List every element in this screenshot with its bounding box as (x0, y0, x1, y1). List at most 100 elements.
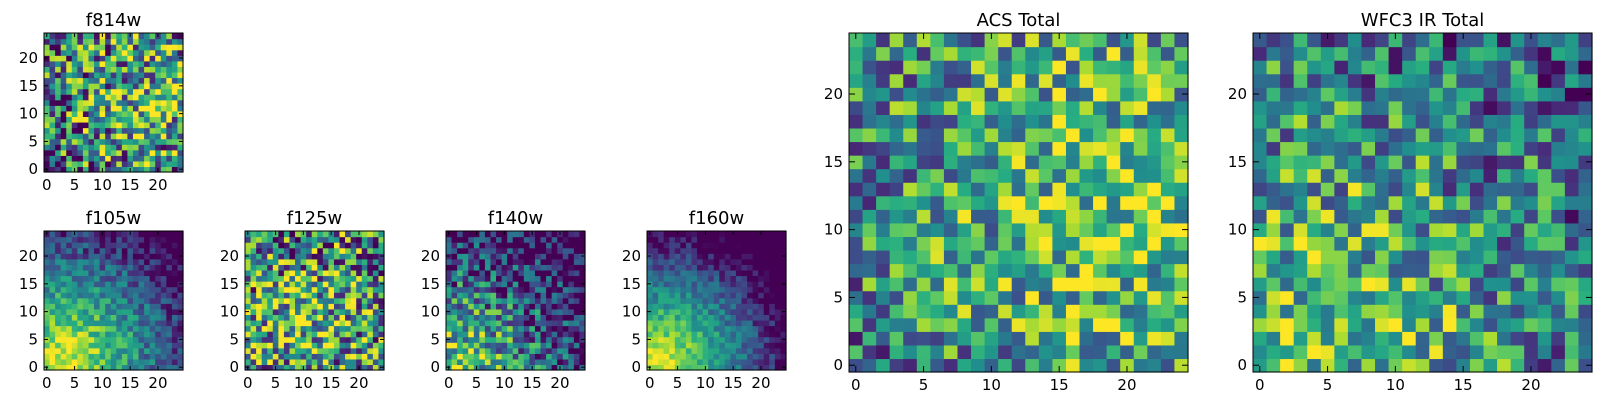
heatmap-cell (876, 60, 891, 75)
heatmap-cell (479, 281, 486, 288)
heatmap-cell (462, 353, 469, 360)
heatmap-cell (1456, 155, 1471, 170)
heatmap-cell (1093, 33, 1108, 48)
heatmap-cell (155, 353, 162, 360)
heatmap-cell (971, 249, 986, 265)
heatmap-cell (876, 277, 891, 292)
heatmap-cell (1052, 46, 1067, 61)
heatmap-cell (713, 247, 720, 254)
heatmap-cell (708, 319, 715, 327)
heatmap-cell (267, 358, 274, 366)
heatmap-cell (283, 347, 291, 354)
heatmap-cell (1469, 331, 1485, 346)
heatmap-cell (1456, 100, 1471, 115)
heatmap-cell (523, 231, 530, 238)
heatmap-cell (55, 94, 62, 101)
panel-title: f160w (689, 208, 744, 229)
x-tick-label: 10 (982, 376, 1001, 394)
heatmap-cell (160, 231, 167, 238)
heatmap-cell (60, 325, 67, 332)
heatmap-cell (1174, 290, 1189, 305)
heatmap-cell (94, 292, 101, 299)
heatmap-cell (171, 247, 179, 254)
heatmap-cell (652, 303, 659, 310)
heatmap-cell (674, 253, 681, 260)
heatmap-cell (144, 258, 151, 265)
heatmap-cell (160, 319, 167, 327)
heatmap-cell (378, 358, 385, 366)
heatmap-cell (1483, 358, 1498, 373)
heatmap-cell (1011, 33, 1026, 48)
heatmap-cell (295, 286, 302, 293)
heatmap-cell (121, 336, 128, 343)
heatmap-cell (680, 231, 687, 238)
heatmap-cell (849, 46, 864, 61)
heatmap-cell (457, 253, 464, 260)
heatmap-cell (551, 364, 558, 371)
heatmap-cell (250, 325, 257, 332)
heatmap-cell (849, 358, 864, 373)
heatmap-cell (1429, 87, 1444, 102)
y-tick-label: 15 (824, 153, 843, 171)
heatmap-cell (1011, 249, 1026, 265)
heatmap-cell (1253, 100, 1268, 115)
heatmap-cell (518, 308, 525, 315)
heatmap-cell (1052, 358, 1067, 373)
heatmap-cell (149, 110, 156, 117)
heatmap-cell (49, 99, 56, 106)
heatmap-cell (77, 110, 84, 117)
heatmap-cell (361, 325, 368, 332)
x-tick-label: 5 (472, 374, 482, 392)
heatmap-cell (484, 331, 492, 338)
heatmap-cell (121, 236, 128, 243)
heatmap-cell (49, 33, 56, 40)
heatmap-cell (1429, 263, 1444, 278)
heatmap-cell (484, 258, 492, 265)
heatmap-cell (862, 127, 877, 143)
heatmap-cell (507, 303, 514, 310)
heatmap-cell (1510, 155, 1525, 170)
heatmap-cell (66, 297, 73, 304)
heatmap-cell (1429, 209, 1444, 224)
heatmap-cell (446, 353, 453, 360)
y-tick-label: 20 (19, 247, 38, 265)
heatmap-cell (333, 353, 341, 360)
heatmap-cell (144, 77, 151, 84)
heatmap-cell (44, 347, 51, 354)
heatmap-cell (71, 242, 78, 249)
heatmap-cell (1497, 60, 1512, 75)
heatmap-cell (930, 249, 945, 265)
heatmap-cell (116, 269, 123, 277)
heatmap-cell (719, 253, 726, 260)
heatmap-cell (155, 269, 162, 277)
heatmap-cell (306, 297, 313, 304)
heatmap-cell (685, 303, 693, 310)
heatmap-cell (44, 149, 51, 156)
heatmap-cell (44, 269, 51, 277)
heatmap-cell (849, 155, 864, 170)
heatmap-cell (468, 364, 475, 371)
heatmap-cell (724, 264, 731, 271)
heatmap-cell (1307, 195, 1322, 210)
heatmap-cell (66, 121, 73, 129)
heatmap-cell (507, 325, 514, 332)
heatmap-cell (155, 149, 162, 156)
heatmap-cell (49, 258, 56, 265)
heatmap-cell (155, 281, 162, 288)
heatmap-cell (1307, 344, 1322, 360)
heatmap-cell (1402, 114, 1417, 129)
heatmap-cell (1551, 317, 1566, 332)
heatmap-cell (82, 314, 90, 321)
heatmap-cell (66, 364, 73, 371)
heatmap-cell (71, 160, 78, 168)
heatmap-cell (1375, 33, 1390, 48)
heatmap-cell (378, 242, 385, 249)
heatmap-cell (658, 358, 665, 366)
heatmap-cell (160, 342, 167, 349)
heatmap-cell (730, 347, 737, 354)
heatmap-cell (1415, 73, 1430, 88)
heatmap-cell (356, 303, 363, 310)
heatmap-cell (652, 314, 659, 321)
heatmap-cell (741, 264, 748, 271)
heatmap-cell (916, 33, 931, 48)
